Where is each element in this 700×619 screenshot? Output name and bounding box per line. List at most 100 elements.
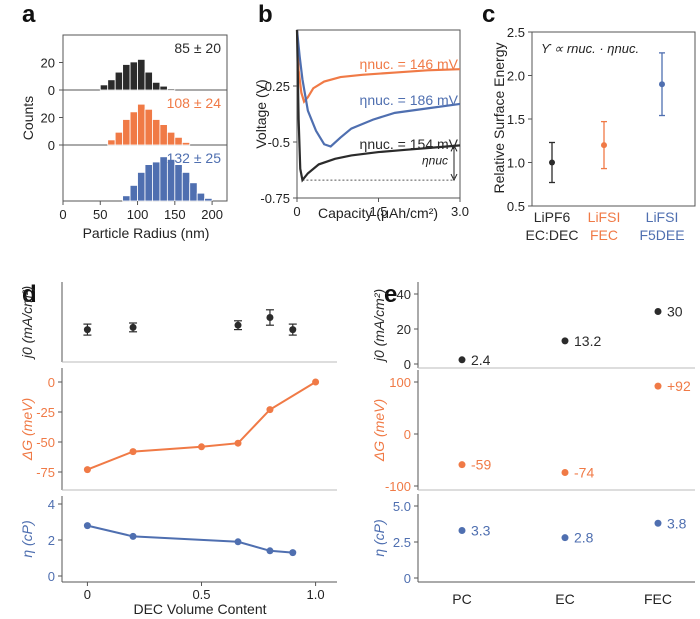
hist-bar: [137, 171, 146, 202]
dec-point: [129, 448, 137, 456]
hist-xtick-label: 100: [127, 207, 149, 222]
dec-xtick-label: 0.5: [192, 587, 210, 602]
voltage-ytick-label: -0.75: [260, 191, 290, 206]
solvent-value-label: -59: [471, 457, 491, 473]
hist-bar: [166, 88, 176, 91]
solvent-value-label: 13.2: [574, 333, 601, 349]
solvent-point: [561, 468, 569, 476]
hist-xlabel: Particle Radius (nm): [83, 225, 210, 241]
solvent-ytick-label: 40: [397, 287, 411, 302]
solvent-ylabel: j0 (mA/cm²): [371, 289, 387, 363]
eta-label: ηnuc: [422, 153, 448, 167]
voltage-curve: [295, 29, 461, 183]
voltage-ytick-label: -0.5: [268, 135, 290, 150]
panel-label-a: a: [22, 1, 36, 28]
dec-point: [129, 323, 137, 331]
solvent-value-label: +92: [667, 378, 691, 394]
hist-bar: [114, 71, 124, 91]
dec-point: [234, 321, 242, 329]
dec-series-line: [87, 381, 317, 471]
dec-ylabel: ΔG (meV): [19, 398, 35, 461]
dec-point: [83, 522, 91, 530]
solvent-ytick-label: 100: [389, 375, 411, 390]
surface-ytick-label: 1.0: [507, 156, 525, 171]
solvent-value-label: 30: [667, 304, 683, 320]
hist-bar: [204, 197, 213, 202]
dec-ylabel: η (cP): [19, 520, 35, 557]
voltage-ytick-label: -0.25: [260, 79, 290, 94]
hist-bar: [189, 182, 198, 202]
hist-bar: [174, 164, 183, 202]
hist-annotation: 108 ± 24: [167, 95, 222, 111]
voltage-xtick-label: 0: [293, 204, 300, 219]
voltage-xtick-label: 3.0: [451, 204, 469, 219]
solvent-value-label: 2.4: [471, 352, 491, 368]
dec-xtick-label: 0: [84, 587, 91, 602]
dec-ytick-label: 0: [48, 375, 55, 390]
dec-point: [289, 549, 297, 557]
solvent-point: [561, 534, 569, 542]
solvent-ytick-label: 2.5: [393, 535, 411, 550]
hist-bar: [152, 119, 161, 146]
hist-bar: [181, 171, 191, 202]
dec-point: [198, 443, 205, 451]
hist-annotation: 85 ± 20: [174, 40, 221, 56]
dec-ytick-label: 2: [48, 533, 55, 548]
hist-bar: [159, 124, 168, 146]
solvent-point: [654, 382, 662, 390]
hist-bar: [144, 71, 153, 91]
surface-category-line2: EC:DEC: [526, 227, 579, 243]
solvent-category-label: PC: [452, 591, 471, 607]
voltage-curve-label: ηnuc. = 186 mV: [360, 92, 459, 108]
solvent-value-label: 3.8: [667, 515, 687, 531]
surface-ytick-label: 0.5: [507, 199, 525, 214]
solvent-value-label: 3.3: [471, 522, 491, 538]
dec-ytick-label: -25: [36, 405, 55, 420]
dec-point: [312, 378, 320, 386]
hist-xtick-label: 0: [59, 207, 66, 222]
solvent-category-label: EC: [555, 591, 574, 607]
dec-ytick-label: 0: [48, 569, 55, 584]
solvent-point: [654, 519, 662, 527]
dec-ytick-label: -50: [36, 435, 55, 450]
solvent-point: [654, 308, 662, 315]
hist-bar: [137, 59, 146, 91]
voltage-curve-label: ηnuc. = 146 mV: [360, 56, 459, 72]
surface-point: [659, 81, 665, 88]
dec-point: [129, 532, 137, 540]
dec-xlabel: DEC Volume Content: [133, 601, 266, 617]
hist-bar: [107, 139, 116, 146]
dec-point: [266, 314, 274, 321]
hist-bar: [159, 85, 168, 91]
hist-bar: [129, 111, 138, 146]
surface-ytick-label: 2.5: [507, 25, 525, 40]
hist-ytick-label: 0: [48, 83, 55, 98]
hist-bar: [122, 64, 131, 91]
dec-point: [266, 547, 274, 555]
voltage-curve: [295, 29, 461, 148]
solvent-ytick-label: 20: [397, 322, 411, 337]
dec-ytick-label: 4: [48, 497, 55, 512]
surface-ytick-label: 1.5: [507, 112, 525, 127]
surface-point: [601, 142, 607, 149]
dec-ytick-label: -75: [36, 465, 55, 480]
hist-bar: [181, 142, 191, 146]
hist-bar: [196, 192, 206, 202]
panel-label-e: e: [384, 281, 397, 308]
panel-label-c: c: [482, 1, 495, 28]
surface-category-line1: LiFSI: [588, 209, 621, 225]
solvent-ylabel: ΔG (meV): [371, 399, 387, 462]
dec-ylabel: j0 (mA/cm²): [19, 286, 35, 360]
hist-bar: [174, 136, 183, 146]
hist-ytick-label: 20: [41, 56, 55, 71]
hist-bar: [122, 119, 131, 146]
voltage-curve: [295, 29, 461, 104]
solvent-ylabel: η (cP): [371, 519, 387, 556]
dec-xtick-label: 1.0: [307, 587, 325, 602]
hist-bar: [152, 161, 161, 202]
hist-bar: [144, 164, 153, 202]
hist-bar: [144, 108, 153, 146]
panel-label-b: b: [258, 1, 273, 28]
solvent-point: [458, 461, 466, 469]
